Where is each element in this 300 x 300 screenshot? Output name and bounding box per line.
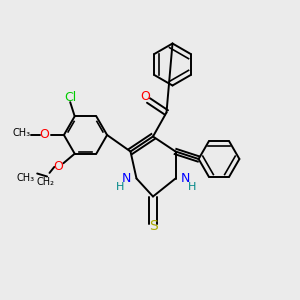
Text: O: O — [53, 160, 63, 173]
Text: O: O — [39, 128, 49, 142]
Text: CH₂: CH₂ — [37, 177, 55, 187]
Text: CH₃: CH₃ — [16, 173, 34, 183]
Text: O: O — [140, 90, 150, 104]
Text: N: N — [122, 172, 132, 185]
Text: CH₃: CH₃ — [13, 128, 31, 139]
Text: H: H — [116, 182, 124, 192]
Text: H: H — [188, 182, 196, 192]
Text: S: S — [148, 219, 158, 233]
Text: Cl: Cl — [64, 91, 76, 103]
Text: N: N — [180, 172, 190, 185]
